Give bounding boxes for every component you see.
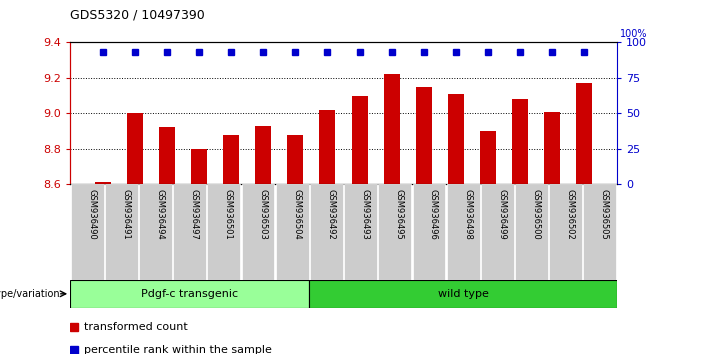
- Bar: [70, 280, 309, 308]
- Bar: [95, 182, 111, 184]
- Bar: [127, 113, 143, 184]
- Text: GSM936501: GSM936501: [224, 189, 233, 240]
- Bar: [344, 184, 377, 280]
- Text: genotype/variation: genotype/variation: [0, 289, 63, 299]
- Text: wild type: wild type: [437, 289, 489, 299]
- Bar: [159, 127, 175, 184]
- Text: Pdgf-c transgenic: Pdgf-c transgenic: [141, 289, 238, 299]
- Bar: [275, 184, 308, 280]
- Bar: [191, 149, 207, 184]
- Bar: [412, 184, 445, 280]
- Bar: [416, 87, 432, 184]
- Text: GSM936497: GSM936497: [190, 189, 198, 240]
- Bar: [583, 184, 616, 280]
- Bar: [549, 184, 582, 280]
- Bar: [173, 184, 206, 280]
- Text: GSM936502: GSM936502: [566, 189, 575, 240]
- Bar: [310, 184, 343, 280]
- Text: GSM936492: GSM936492: [327, 189, 335, 240]
- Bar: [105, 184, 138, 280]
- Text: 100%: 100%: [620, 29, 648, 39]
- Bar: [447, 184, 479, 280]
- Bar: [320, 110, 336, 184]
- Bar: [255, 126, 271, 184]
- Bar: [207, 184, 240, 280]
- Bar: [479, 131, 496, 184]
- Text: GSM936505: GSM936505: [600, 189, 608, 240]
- Bar: [379, 184, 411, 280]
- Bar: [287, 135, 304, 184]
- Text: GSM936493: GSM936493: [360, 189, 369, 240]
- Text: percentile rank within the sample: percentile rank within the sample: [84, 344, 272, 354]
- Bar: [242, 184, 275, 280]
- Bar: [512, 99, 528, 184]
- Bar: [544, 112, 560, 184]
- Text: GSM936503: GSM936503: [258, 189, 267, 240]
- Bar: [481, 184, 514, 280]
- Text: GSM936494: GSM936494: [156, 189, 165, 240]
- Text: GSM936490: GSM936490: [87, 189, 96, 240]
- Text: GSM936491: GSM936491: [121, 189, 130, 240]
- Text: GDS5320 / 10497390: GDS5320 / 10497390: [70, 8, 205, 21]
- Bar: [139, 184, 172, 280]
- Bar: [448, 94, 464, 184]
- Text: GSM936498: GSM936498: [463, 189, 472, 240]
- Text: GSM936495: GSM936495: [395, 189, 404, 240]
- Text: transformed count: transformed count: [84, 321, 188, 332]
- Bar: [383, 74, 400, 184]
- Bar: [309, 280, 617, 308]
- Text: GSM936499: GSM936499: [497, 189, 506, 240]
- Bar: [515, 184, 548, 280]
- Text: GSM936500: GSM936500: [531, 189, 540, 240]
- Bar: [351, 96, 367, 184]
- Bar: [576, 83, 592, 184]
- Bar: [223, 135, 239, 184]
- Bar: [71, 184, 104, 280]
- Text: GSM936496: GSM936496: [429, 189, 438, 240]
- Text: GSM936504: GSM936504: [292, 189, 301, 240]
